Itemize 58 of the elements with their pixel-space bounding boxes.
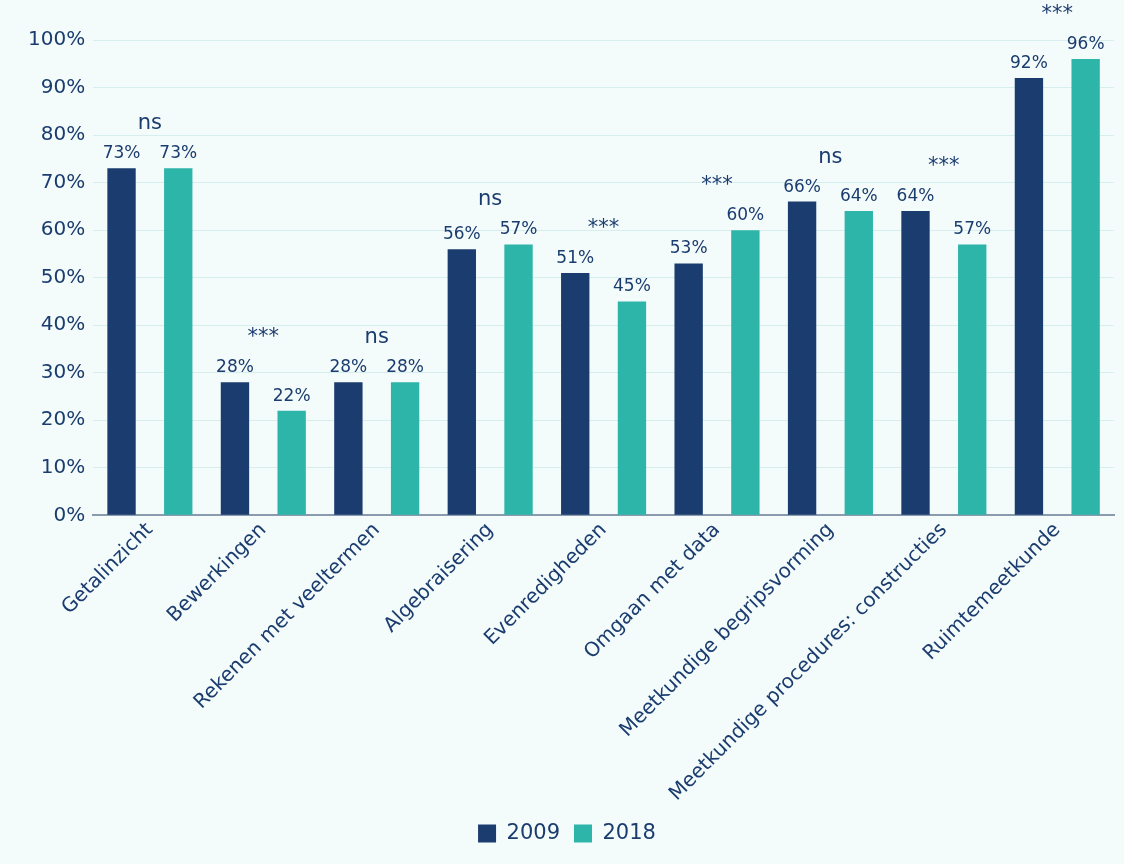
bar <box>504 244 533 515</box>
y-tick-label: 70% <box>40 168 86 193</box>
bar <box>674 263 703 515</box>
data-label: 51% <box>556 246 595 267</box>
data-label: 64% <box>839 185 878 206</box>
y-tick-label: 90% <box>40 73 86 98</box>
y-tick-label: 100% <box>27 26 86 51</box>
y-tick-label: 20% <box>40 406 86 431</box>
bar <box>787 201 817 515</box>
data-label: 53% <box>669 237 708 258</box>
data-label: 92% <box>1010 51 1048 72</box>
annotation: *** <box>247 324 280 349</box>
y-tick-label: 0% <box>53 501 86 526</box>
bar <box>107 168 136 515</box>
bar <box>1071 59 1100 515</box>
data-label: 28% <box>216 356 254 377</box>
data-label: 66% <box>783 175 821 196</box>
bar <box>277 410 306 515</box>
data-label: 22% <box>272 384 311 405</box>
bar <box>1014 78 1044 515</box>
y-tick-label: 10% <box>40 454 86 479</box>
data-label: 73% <box>102 142 141 163</box>
bar <box>844 211 873 515</box>
annotation: ns <box>818 143 843 168</box>
legend-label: 2009 <box>506 819 561 844</box>
data-label: 96% <box>1066 32 1105 53</box>
y-tick-label: 40% <box>40 311 86 336</box>
bar <box>731 230 760 515</box>
annotation: ns <box>137 110 163 135</box>
bar <box>901 211 930 515</box>
annotation: ns <box>364 324 389 349</box>
legend-label: 2018 <box>602 819 656 844</box>
y-tick-label: 50% <box>40 263 86 288</box>
bar <box>390 382 420 515</box>
y-tick-label: 80% <box>40 121 86 146</box>
data-label: 60% <box>726 204 765 225</box>
bar <box>617 301 647 515</box>
text: *** <box>1041 0 1074 25</box>
annotation: *** <box>587 214 620 239</box>
annotation: ns <box>478 186 503 211</box>
data-label: 57% <box>953 218 992 239</box>
bar <box>561 272 590 515</box>
bar <box>164 168 193 515</box>
bar <box>958 244 987 515</box>
data-label: 56% <box>442 223 481 244</box>
data-label: 64% <box>896 185 935 206</box>
bar <box>447 249 476 515</box>
data-label: 45% <box>613 275 651 296</box>
annotation: *** <box>701 172 733 197</box>
bar <box>334 382 363 515</box>
data-label: 57% <box>499 218 538 239</box>
bar <box>220 382 250 515</box>
y-tick-label: 60% <box>40 216 86 241</box>
annotation: *** <box>928 153 960 178</box>
data-label: 73% <box>159 142 198 163</box>
y-tick-label: 30% <box>40 358 86 383</box>
data-label: 28% <box>329 356 368 377</box>
data-label: 28% <box>386 356 424 377</box>
